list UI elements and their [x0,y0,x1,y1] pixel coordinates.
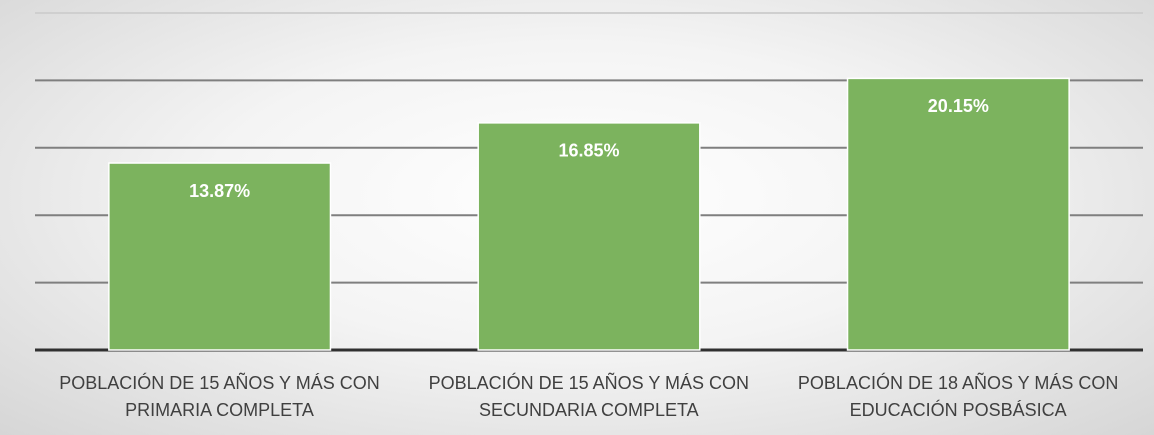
x-tick-label: POBLACIÓN DE 18 AÑOS Y MÁS CON EDUCACIÓN… [797,373,1119,420]
data-label: 20.15% [928,96,989,116]
bar [108,162,332,351]
x-tick-label: POBLACIÓN DE 15 AÑOS Y MÁS CON SECUNDARI… [428,373,750,420]
x-tick-label: POBLACIÓN DE 15 AÑOS Y MÁS CON PRIMARIA … [59,373,380,420]
bar [477,122,701,351]
data-label: 13.87% [189,181,250,201]
bar [846,77,1070,351]
data-label: 16.85% [558,141,619,161]
